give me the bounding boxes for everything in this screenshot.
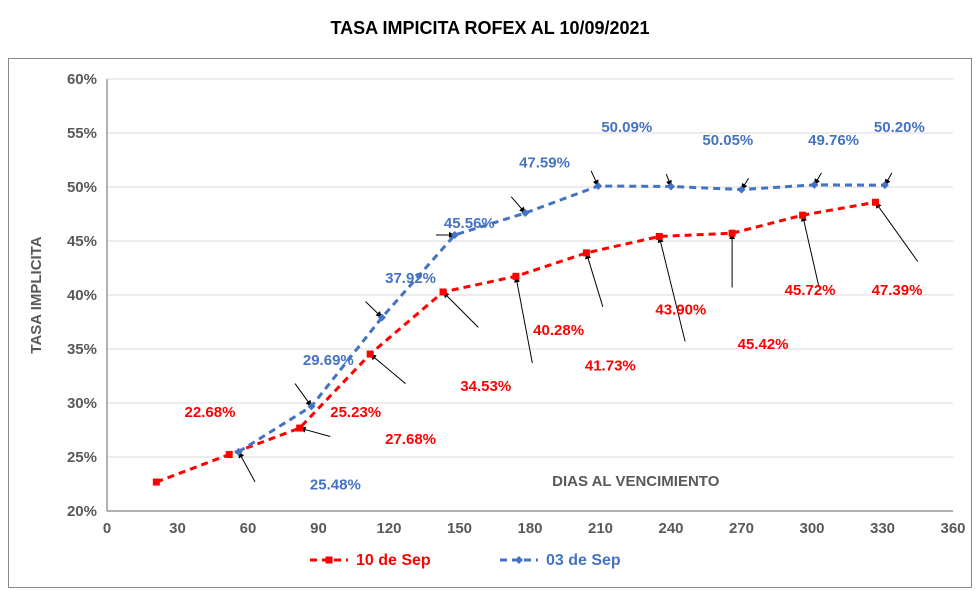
data-label-leader — [511, 197, 525, 213]
data-label-leader — [586, 253, 602, 307]
y-tick-label: 30% — [67, 395, 97, 412]
legend-marker — [326, 557, 333, 564]
x-tick-label: 90 — [310, 520, 327, 537]
marker-square — [656, 233, 663, 240]
chart-svg: 20% 25% 30% 35% 40% 45% 50% 55% 60% 0 30 60 90 120 150… — [9, 59, 971, 587]
x-tick-label: 150 — [447, 520, 472, 537]
x-tick-label: 300 — [799, 520, 824, 537]
marker-square — [296, 425, 303, 432]
y-tick-label: 40% — [67, 287, 97, 304]
y-tick-label: 20% — [67, 503, 97, 520]
data-label-leader — [659, 236, 685, 341]
data-label: 41.73% — [585, 358, 636, 375]
data-label-leader — [366, 301, 382, 317]
data-label: 47.59% — [519, 155, 570, 172]
x-tick-label: 270 — [729, 520, 754, 537]
marker-square — [729, 230, 736, 237]
chart-container: TASA IMPICITA ROFEX AL 10/09/2021 20% 25%… — [0, 0, 980, 591]
data-label: 47.39% — [872, 282, 923, 299]
data-label: 25.48% — [310, 476, 361, 493]
x-tick-label: 240 — [658, 520, 683, 537]
y-tick-label: 60% — [67, 71, 97, 88]
x-tick-label: 0 — [103, 520, 111, 537]
data-label: 50.09% — [601, 119, 652, 136]
chart-title: TASA IMPICITA ROFEX AL 10/09/2021 — [0, 0, 980, 39]
data-label: 34.53% — [460, 378, 511, 395]
marker-square — [440, 288, 447, 295]
x-tick-label: 360 — [940, 520, 965, 537]
data-label: 40.28% — [533, 322, 584, 339]
data-label: 45.72% — [785, 282, 836, 299]
marker-diamond — [667, 182, 675, 190]
data-label: 29.69% — [303, 352, 354, 369]
marker-square — [799, 212, 806, 219]
y-tick-label: 45% — [67, 233, 97, 250]
y-tick-label: 25% — [67, 449, 97, 466]
marker-square — [226, 451, 233, 458]
data-label-leader — [516, 276, 532, 363]
data-label: 37.92% — [385, 270, 436, 287]
chart-plot-area: 20% 25% 30% 35% 40% 45% 50% 55% 60% 0 30 60 90 120 150… — [8, 58, 972, 588]
x-tick-label: 60 — [240, 520, 257, 537]
marker-square — [583, 249, 590, 256]
legend-label: 10 de Sep — [356, 552, 431, 569]
y-tick-label: 55% — [67, 125, 97, 142]
data-label: 22.68% — [185, 404, 236, 421]
x-axis-title: DIAS AL VENCIMIENTO — [552, 473, 720, 490]
marker-square — [367, 351, 374, 358]
y-tick-label: 35% — [67, 341, 97, 358]
data-label: 43.90% — [655, 301, 706, 318]
data-label-leader — [443, 292, 478, 327]
data-label: 45.42% — [738, 336, 789, 353]
marker-diamond — [881, 181, 889, 189]
data-label-leader — [875, 202, 917, 261]
x-tick-label: 120 — [376, 520, 401, 537]
marker-square — [512, 273, 519, 280]
x-tick-label: 30 — [169, 520, 186, 537]
legend-label: 03 de Sep — [546, 552, 621, 569]
legend-marker — [515, 556, 523, 564]
data-label-leader — [300, 428, 331, 436]
marker-square — [153, 479, 160, 486]
data-label: 50.20% — [874, 119, 925, 136]
marker-square — [872, 199, 879, 206]
data-label: 27.68% — [385, 431, 436, 448]
data-label: 49.76% — [808, 132, 859, 149]
x-tick-label: 330 — [870, 520, 895, 537]
y-tick-label: 50% — [67, 179, 97, 196]
data-label-leader — [803, 215, 819, 287]
x-tick-label: 210 — [588, 520, 613, 537]
marker-diamond — [810, 181, 818, 189]
x-tick-label: 180 — [517, 520, 542, 537]
data-label: 45.56% — [444, 215, 495, 232]
y-axis-title: TASA IMPLICITA — [28, 236, 45, 353]
data-label-leader — [370, 354, 405, 383]
marker-diamond — [594, 182, 602, 190]
data-label: 50.05% — [702, 132, 753, 149]
data-label-leader — [239, 452, 255, 482]
data-label: 25.23% — [330, 404, 381, 421]
